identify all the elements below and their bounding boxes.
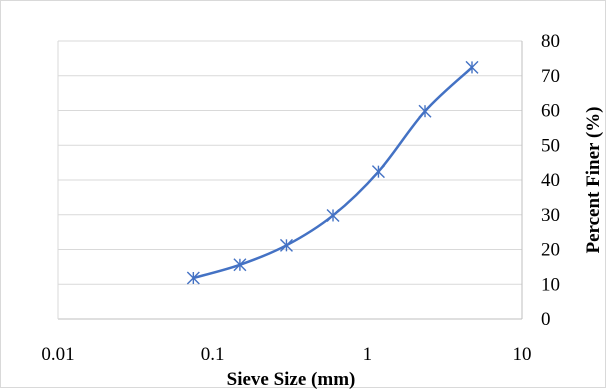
series-line-0 — [193, 66, 473, 280]
y-axis-title: Percent Finer (%) — [583, 106, 604, 253]
x-axis-title: Sieve Size (mm) — [227, 369, 356, 389]
data-point-marker — [465, 60, 479, 74]
data-point-marker — [326, 208, 340, 222]
data-point-marker — [279, 238, 293, 252]
x-tick-label: 10 — [513, 344, 532, 365]
x-tick-label: 0.1 — [201, 344, 225, 365]
data-point-marker — [186, 271, 200, 285]
x-tick-labels: 0.01 0.1 1 10 — [41, 344, 531, 365]
y-tick-label: 70 — [541, 66, 560, 87]
plot-border — [57, 41, 523, 320]
series-layer — [186, 60, 479, 285]
x-tick-label: 1 — [363, 344, 373, 365]
y-tick-label: 80 — [541, 31, 560, 52]
data-point-marker — [418, 104, 432, 118]
y-tick-label: 20 — [541, 240, 560, 261]
gridlines — [58, 40, 522, 285]
data-point-marker — [233, 258, 247, 272]
y-tick-label: 50 — [541, 135, 560, 156]
x-tick-label: 0.01 — [41, 344, 74, 365]
y-tick-labels: 0 10 20 30 40 50 60 70 80 — [541, 31, 560, 330]
y-tick-label: 30 — [541, 205, 560, 226]
y-tick-label: 0 — [541, 309, 551, 330]
y-tick-label: 10 — [541, 274, 560, 295]
y-tick-label: 60 — [541, 101, 560, 122]
data-point-marker — [371, 165, 385, 179]
y-tick-label: 40 — [541, 170, 560, 191]
